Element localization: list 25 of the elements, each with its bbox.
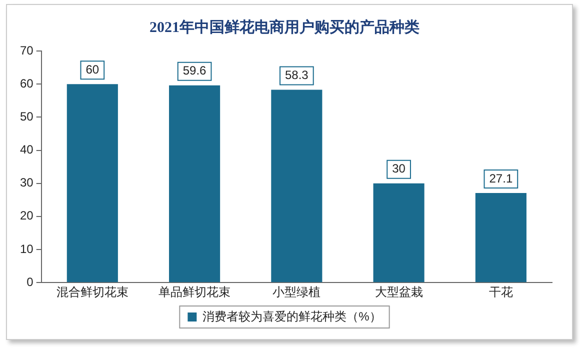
data-label: 60 xyxy=(86,62,100,76)
y-tick-label: 0 xyxy=(26,274,34,289)
data-label: 58.3 xyxy=(284,68,309,82)
y-tick-label: 40 xyxy=(20,142,34,157)
bar xyxy=(169,85,220,282)
y-tick-label: 30 xyxy=(20,176,34,190)
legend-label: 消费者较为喜爱的鲜花种类（%） xyxy=(202,309,382,324)
bar xyxy=(475,192,526,282)
y-tick-label: 10 xyxy=(20,242,34,256)
bar xyxy=(271,90,322,282)
bar xyxy=(373,183,424,282)
x-tick-label: 干花 xyxy=(488,285,513,300)
x-tick-label: 小型绿植 xyxy=(272,285,321,300)
y-tick-label: 50 xyxy=(20,109,34,124)
chart-title: 2021年中国鲜花电商用户购买的产品种类 xyxy=(150,18,420,36)
x-tick-label: 混合鲜切花束 xyxy=(56,285,128,300)
data-label: 27.1 xyxy=(489,171,513,186)
data-label: 30 xyxy=(392,162,406,176)
y-tick-label: 60 xyxy=(20,76,34,90)
x-tick-label: 大型盆栽 xyxy=(374,285,423,300)
bar xyxy=(66,84,118,282)
data-label: 59.6 xyxy=(182,64,207,78)
x-tick-label: 单品鲜切花束 xyxy=(158,285,231,300)
y-tick-label: 20 xyxy=(20,208,34,223)
y-tick-label: 70 xyxy=(20,43,34,58)
